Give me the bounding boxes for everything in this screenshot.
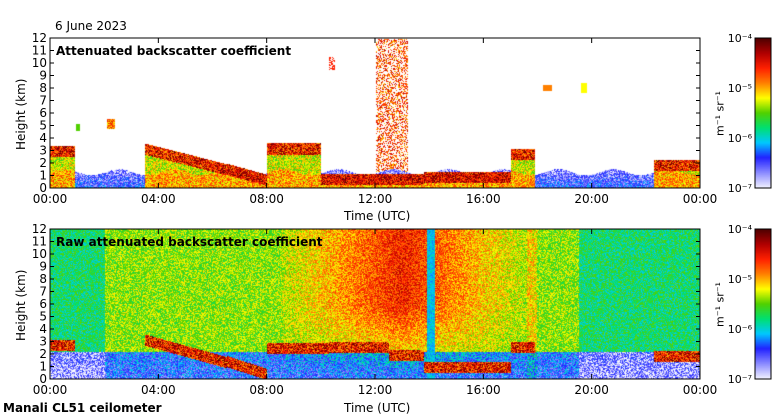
x-tick-label: 16:00 xyxy=(466,192,501,206)
x-axis-label-attenuated: Time (UTC) xyxy=(344,209,411,223)
x-tick-label: 08:00 xyxy=(249,383,284,397)
y-tick-label: 10 xyxy=(32,56,47,70)
colorbar-tick-label: 10⁻⁶ xyxy=(728,323,753,336)
y-tick-label: 11 xyxy=(32,235,47,249)
colorbar-tick-label: 10⁻⁶ xyxy=(728,132,753,145)
y-tick-label: 10 xyxy=(32,247,47,261)
y-tick-label: 9 xyxy=(39,69,47,83)
y-tick-label: 0 xyxy=(39,372,47,386)
y-tick-label: 8 xyxy=(39,81,47,95)
y-tick-label: 11 xyxy=(32,44,47,58)
plot-frame xyxy=(49,228,701,380)
footer-label: Manali CL51 ceilometer xyxy=(3,401,162,415)
x-tick-label: 00:00 xyxy=(683,192,718,206)
plot-frame xyxy=(49,37,701,189)
y-tick-label: 12 xyxy=(32,31,47,45)
y-tick-label: 5 xyxy=(39,119,47,133)
colorbar-raw xyxy=(755,229,771,379)
panel-title-attenuated: Attenuated backscatter coefficient xyxy=(56,44,292,58)
colorbar-frame xyxy=(754,37,772,189)
x-tick-label: 12:00 xyxy=(358,192,393,206)
y-tick-label: 2 xyxy=(39,347,47,361)
x-tick-label: 16:00 xyxy=(466,383,501,397)
x-tick-label: 04:00 xyxy=(141,383,176,397)
y-tick-label: 3 xyxy=(39,335,47,349)
colorbar-tick-label: 10⁻⁷ xyxy=(728,182,752,195)
y-tick-label: 9 xyxy=(39,260,47,274)
y-tick-label: 6 xyxy=(39,106,47,120)
y-tick-label: 8 xyxy=(39,272,47,286)
x-tick-label: 08:00 xyxy=(249,192,284,206)
colorbar-tick-label: 10⁻⁴ xyxy=(728,32,753,45)
heatmap-plot-raw xyxy=(50,229,700,379)
colorbar-tick-label: 10⁻⁵ xyxy=(728,273,752,286)
y-tick-label: 12 xyxy=(32,222,47,236)
y-tick-label: 1 xyxy=(39,360,47,374)
y-tick-label: 0 xyxy=(39,181,47,195)
x-tick-label: 00:00 xyxy=(33,192,68,206)
x-tick-label: 20:00 xyxy=(574,383,609,397)
colorbar-tick-label: 10⁻⁵ xyxy=(728,82,752,95)
y-tick-label: 7 xyxy=(39,285,47,299)
x-tick-label: 04:00 xyxy=(141,192,176,206)
y-tick-label: 5 xyxy=(39,310,47,324)
x-tick-label: 00:00 xyxy=(33,383,68,397)
colorbar-tick-label: 10⁻⁴ xyxy=(728,223,753,236)
y-tick-label: 4 xyxy=(39,322,47,336)
y-tick-label: 4 xyxy=(39,131,47,145)
colorbar-tick-label: 10⁻⁷ xyxy=(728,373,752,386)
y-tick-label: 6 xyxy=(39,297,47,311)
x-tick-label: 00:00 xyxy=(683,383,718,397)
x-tick-label: 12:00 xyxy=(358,383,393,397)
y-tick-label: 2 xyxy=(39,156,47,170)
colorbar-frame xyxy=(754,228,772,380)
x-axis-label-raw: Time (UTC) xyxy=(344,401,411,415)
y-tick-label: 1 xyxy=(39,169,47,183)
heatmap-plot-attenuated xyxy=(50,38,700,188)
colorbar-attenuated xyxy=(755,38,771,188)
date-label: 6 June 2023 xyxy=(55,19,127,33)
x-tick-label: 20:00 xyxy=(574,192,609,206)
y-tick-label: 7 xyxy=(39,94,47,108)
panel-title-raw: Raw attenuated backscatter coefficient xyxy=(56,235,323,249)
y-tick-label: 3 xyxy=(39,144,47,158)
